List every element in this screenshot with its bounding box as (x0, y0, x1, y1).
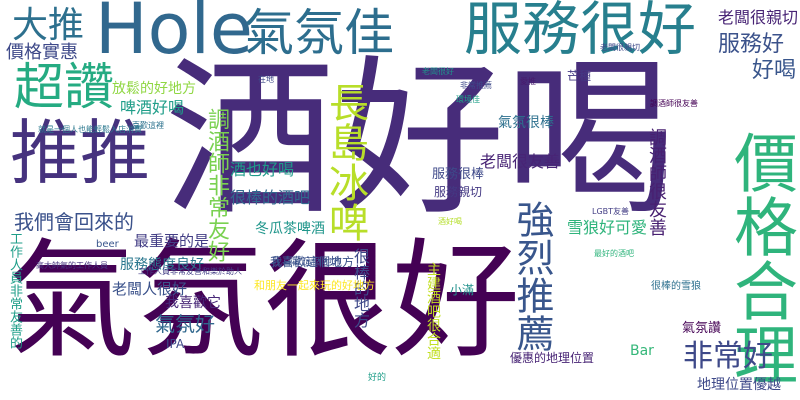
word: 長島冰啤 (322, 82, 368, 242)
word: 超讚 (14, 58, 114, 116)
word: Bar (630, 343, 654, 359)
word: 酒也好喝 (230, 160, 295, 179)
word: 小滿 (450, 283, 475, 297)
word: 氣氛很好 (8, 227, 521, 376)
word: IPA (166, 337, 185, 351)
word: 芒種 (567, 69, 592, 83)
word: 強烈推薦 (510, 200, 554, 352)
word: 服務很好 (464, 0, 697, 63)
word: LGBT友善 (592, 207, 630, 216)
word: 大推 (12, 5, 85, 46)
word: 好的 (368, 373, 387, 383)
word: 主建酒吧很合適 (425, 262, 441, 360)
word: 服務態度良好 (120, 257, 204, 273)
word: 環境佳 (456, 95, 480, 104)
word: 愛推 (520, 77, 536, 86)
word: 我喜歡這個地方 (270, 255, 355, 269)
word: 氣氛好 (155, 312, 215, 336)
word: 氣氛佳 (244, 4, 394, 62)
word: 服務好 (718, 32, 785, 57)
word: 最重要的是 (134, 232, 210, 250)
word: 和朋友一起來玩的好地方 (254, 279, 375, 292)
word: 好喝 (752, 58, 797, 83)
word: 冬瓜茶啤酒 (255, 221, 325, 237)
word: 老闆很親切 (718, 8, 799, 27)
word: 優惠的地理位置 (510, 351, 595, 365)
word: 酒好喝 (165, 41, 676, 239)
word: 老闆很好 (422, 67, 454, 76)
word: 啤酒好喝 (120, 98, 185, 117)
word: 我們會回來的 (14, 210, 134, 234)
word: Hole (95, 0, 253, 70)
word: 老闆很親切 (600, 43, 640, 52)
word: 雪狼好可愛 (567, 218, 648, 237)
word: 推推 (10, 112, 150, 194)
word: 服務親切 (434, 185, 483, 199)
word: 非常推薦 (460, 81, 492, 90)
word: 我喜歡這個地方 (272, 257, 342, 268)
word: 工作人員非常友善和樂於助人 (138, 267, 242, 276)
word: 喜歡這裡 (132, 121, 164, 130)
word: 在地 (258, 75, 274, 84)
word: 價格合理 (723, 130, 797, 386)
word: 氣氛很棒 (498, 115, 554, 131)
word: 非常好 (683, 339, 773, 374)
word: 最好的酒吧 (594, 249, 634, 258)
word: 老闆很友善 (480, 152, 561, 171)
word: 就是一個人也能輕鬆入店消費 (38, 125, 142, 134)
word: 我喜歡它 (165, 295, 221, 311)
word: 地理位置優越 (697, 377, 781, 393)
word: 酒好喝 (438, 217, 462, 226)
word: 很棒的雪狼 (651, 281, 701, 292)
word: 很棒的酒吧 (230, 188, 311, 207)
word: 高大帥氣的工作人員 (36, 261, 108, 270)
word: 氣氛讚 (682, 321, 722, 336)
word: 調酒師非常友好 (204, 108, 229, 262)
word: 調酒師很友善 (650, 99, 698, 108)
word: 放鬆的好地方 (112, 81, 196, 97)
word: 服務很棒 (432, 167, 485, 182)
word: 很棒的地方 (351, 248, 370, 328)
word: 老闆人很好 (112, 280, 188, 298)
word: 調酒師很友善 (646, 128, 667, 236)
word: 價格實惠 (6, 42, 78, 63)
word: 工作人員非常友善的 (7, 232, 22, 349)
word: beer (96, 239, 119, 250)
